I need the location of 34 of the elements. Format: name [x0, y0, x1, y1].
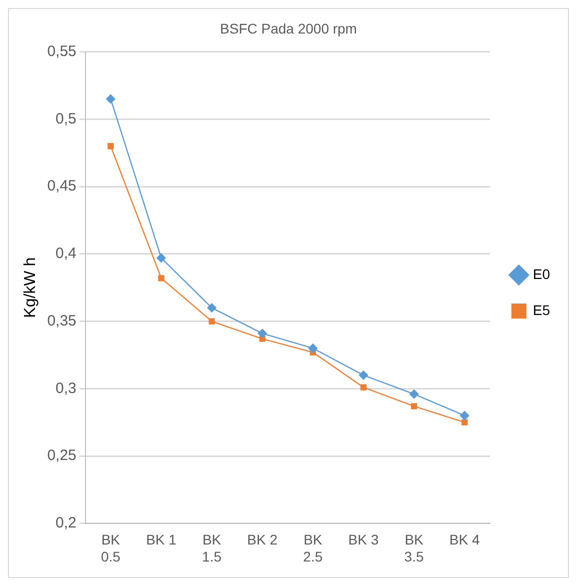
x-tick-label: BK 1.5	[202, 532, 222, 564]
x-tick-label: BK 0.5	[100, 532, 121, 564]
y-axis-title: Kg/kW h	[22, 257, 40, 318]
point	[410, 403, 418, 410]
point	[208, 318, 215, 324]
y-tick-label: 0,35	[47, 312, 76, 330]
point	[108, 143, 114, 150]
y-tick-label: 0,55	[47, 42, 76, 60]
legend-label: E0	[532, 266, 550, 282]
y-tick-label: 0,4	[56, 245, 76, 262]
y-tick-label: 0,45	[47, 178, 76, 195]
x-tick-label: BK 2.5	[303, 532, 323, 564]
y-tick-label: 0,25	[47, 447, 76, 464]
point	[460, 411, 470, 420]
point	[158, 275, 164, 282]
chart-title: BSFC Pada 2000 rpm	[220, 20, 357, 36]
point	[207, 303, 216, 312]
x-tick-label: BK 4	[449, 532, 480, 548]
legend-label: E5	[532, 302, 550, 318]
point	[360, 384, 367, 390]
point	[258, 328, 267, 338]
x-tick-label: BK 2	[247, 532, 278, 548]
point	[409, 389, 419, 399]
y-tick-label: 0,2	[56, 514, 76, 532]
point	[106, 94, 116, 104]
point	[358, 370, 368, 380]
x-tick-label: BK 3	[348, 532, 379, 548]
point	[156, 253, 166, 263]
y-tick-label: 0,5	[56, 110, 76, 128]
x-tick-label: BK 3.5	[404, 532, 424, 564]
x-tick-label: BK 1	[146, 532, 177, 548]
point	[308, 344, 318, 353]
point	[462, 419, 468, 426]
y-tick-label: 0,3	[56, 380, 76, 397]
